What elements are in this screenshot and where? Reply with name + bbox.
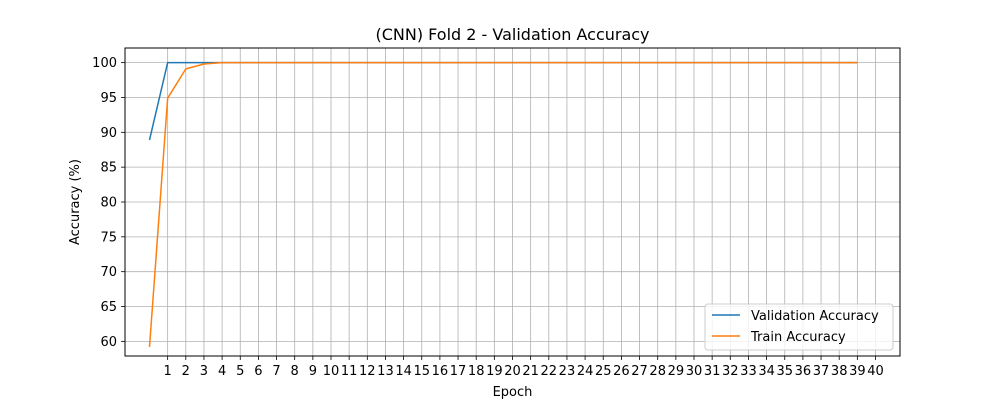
x-tick-label: 15 xyxy=(413,364,430,379)
x-tick-label: 39 xyxy=(849,364,866,379)
x-tick-label: 20 xyxy=(504,364,521,379)
x-tick-label: 24 xyxy=(577,364,594,379)
x-tick-label: 12 xyxy=(359,364,376,379)
x-tick-label: 6 xyxy=(254,364,262,379)
x-tick-label: 16 xyxy=(432,364,449,379)
x-tick-label: 36 xyxy=(795,364,812,379)
y-axis-ticks: 60 65 70 75 80 85 90 95 100 xyxy=(92,56,125,350)
x-tick-label: 32 xyxy=(722,364,739,379)
x-tick-label: 11 xyxy=(341,364,358,379)
y-tick-label: 70 xyxy=(100,265,117,280)
chart-title: (CNN) Fold 2 - Validation Accuracy xyxy=(375,25,649,44)
y-tick-label: 75 xyxy=(100,230,117,245)
y-tick-label: 65 xyxy=(100,300,117,315)
x-tick-label: 21 xyxy=(522,364,539,379)
x-tick-label: 34 xyxy=(758,364,775,379)
y-tick-label: 80 xyxy=(100,196,117,211)
y-tick-label: 100 xyxy=(92,56,117,71)
y-tick-label: 60 xyxy=(100,335,117,350)
x-tick-label: 27 xyxy=(631,364,648,379)
x-axis-ticks: 1 2 3 4 5 6 7 8 9 10 11 12 13 14 15 16 17 18 19 20 21 22 23 24 2… xyxy=(164,356,884,379)
x-tick-label: 9 xyxy=(309,364,317,379)
x-tick-label: 17 xyxy=(450,364,467,379)
x-tick-label: 30 xyxy=(686,364,703,379)
x-tick-label: 7 xyxy=(272,364,280,379)
x-tick-label: 33 xyxy=(740,364,757,379)
x-axis-label: Epoch xyxy=(493,385,533,400)
x-tick-label: 35 xyxy=(776,364,793,379)
y-tick-label: 85 xyxy=(100,161,117,176)
x-tick-label: 19 xyxy=(486,364,503,379)
x-tick-label: 31 xyxy=(704,364,721,379)
x-tick-label: 8 xyxy=(291,364,299,379)
series-lines xyxy=(148,61,858,347)
x-tick-label: 3 xyxy=(200,364,208,379)
x-tick-label: 22 xyxy=(541,364,558,379)
y-axis-label: Accuracy (%) xyxy=(68,159,83,245)
legend-box xyxy=(704,303,894,351)
x-tick-label: 28 xyxy=(649,364,666,379)
x-tick-label: 2 xyxy=(182,364,190,379)
x-tick-label: 18 xyxy=(468,364,485,379)
x-tick-label: 40 xyxy=(867,364,884,379)
x-tick-label: 10 xyxy=(323,364,340,379)
y-tick-label: 95 xyxy=(100,91,117,106)
legend-label-train: Train Accuracy xyxy=(750,330,846,345)
x-tick-label: 23 xyxy=(559,364,576,379)
x-tick-label: 14 xyxy=(395,364,412,379)
x-tick-label: 26 xyxy=(613,364,630,379)
legend: Validation Accuracy Train Accuracy xyxy=(704,303,894,351)
x-tick-label: 38 xyxy=(831,364,848,379)
x-tick-label: 13 xyxy=(377,364,394,379)
y-tick-label: 90 xyxy=(100,126,117,141)
x-tick-label: 4 xyxy=(218,364,226,379)
legend-label-validation: Validation Accuracy xyxy=(751,309,879,324)
x-tick-label: 25 xyxy=(595,364,612,379)
x-tick-label: 1 xyxy=(164,364,172,379)
x-tick-label: 5 xyxy=(236,364,244,379)
x-tick-label: 37 xyxy=(813,364,830,379)
x-tick-label: 29 xyxy=(668,364,685,379)
train-accuracy-line xyxy=(148,61,858,347)
